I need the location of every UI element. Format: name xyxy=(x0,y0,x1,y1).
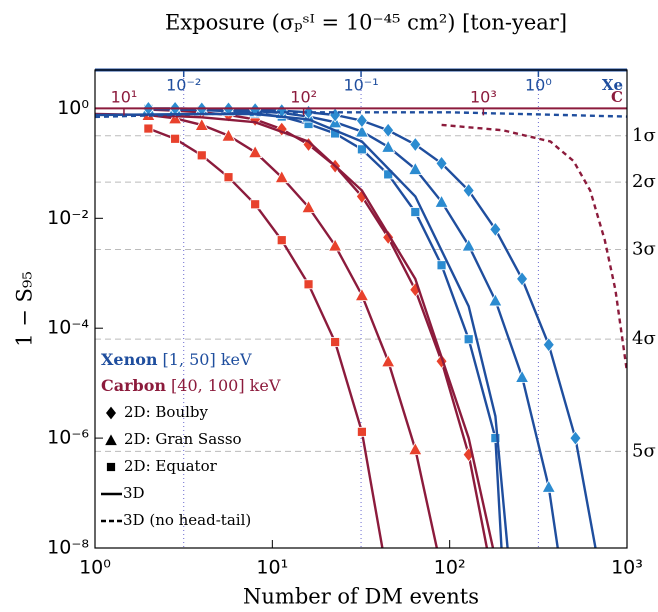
legend-label: 2D: Gran Sasso xyxy=(124,430,242,448)
y-tick-label: 10⁻² xyxy=(47,207,89,229)
dashed-curve xyxy=(441,123,627,373)
marker-triangle xyxy=(514,369,530,383)
top-tick-label: 10⁰ xyxy=(525,76,552,95)
x-tick-label: 10¹ xyxy=(256,557,288,579)
marker-diamond xyxy=(489,221,502,237)
marker-diamond xyxy=(462,182,475,199)
y-tick-label: 10⁻⁸ xyxy=(47,537,89,559)
marker-square xyxy=(170,133,181,144)
marker-square xyxy=(106,462,116,472)
marker-diamond xyxy=(490,585,501,599)
top-tick-label: 10² xyxy=(290,88,317,107)
marker-square xyxy=(330,337,341,347)
legend-target-name: Carbon xyxy=(101,376,166,395)
marker-triangle xyxy=(380,139,396,153)
marker-triangle xyxy=(554,558,567,570)
marker-triangle xyxy=(194,117,209,131)
x-axis-label: Number of DM events xyxy=(243,585,479,609)
top-tick-label: 10⁻² xyxy=(166,76,201,95)
marker-square xyxy=(490,433,501,444)
marker-diamond xyxy=(435,155,448,172)
marker-triangle xyxy=(274,169,289,184)
marker-triangle xyxy=(327,238,343,252)
marker-diamond xyxy=(516,271,529,287)
legend-label: 3D xyxy=(123,484,145,502)
marker-triangle xyxy=(434,194,449,208)
legend-label: 2D: Boulby xyxy=(124,403,209,421)
chart-title: Exposure (σₚˢᴵ = 10⁻⁴⁵ cm²) [ton-year] xyxy=(165,11,567,35)
y2-tick-label: 3σ xyxy=(632,239,656,260)
y-tick-label: 10⁻⁶ xyxy=(47,427,89,449)
marker-triangle xyxy=(380,353,396,368)
legend-label: 3D (no head-tail) xyxy=(123,511,251,529)
y-axis-label: 1 − S₉₅ xyxy=(13,271,37,347)
curve xyxy=(147,127,384,548)
marker-triangle xyxy=(221,128,236,142)
marker-diamond xyxy=(329,107,342,123)
marker-triangle xyxy=(461,238,476,252)
top-tick-label: 10⁻¹ xyxy=(343,76,378,95)
marker-triangle xyxy=(541,479,556,493)
marker-square xyxy=(143,123,154,134)
x-tick-label: 10⁰ xyxy=(79,557,111,579)
marker-triangle xyxy=(488,293,503,307)
marker-diamond xyxy=(382,122,395,138)
curve xyxy=(95,112,495,548)
legend-target-name: Xenon xyxy=(101,350,158,369)
x-tick-label: 10³ xyxy=(611,557,643,579)
curve xyxy=(95,112,509,548)
top-axis-name: Xe xyxy=(602,76,623,94)
marker-square xyxy=(196,150,207,161)
marker-square xyxy=(499,571,508,580)
y-tick-label: 10⁻⁴ xyxy=(47,317,89,339)
legend-target: Carbon [40, 100] keV xyxy=(101,376,281,395)
marker-triangle xyxy=(247,144,263,159)
marker-diamond xyxy=(104,405,118,421)
top-tick-label: 10¹ xyxy=(111,88,138,107)
marker-diamond xyxy=(382,229,395,246)
y2-tick-label: 4σ xyxy=(632,328,656,349)
marker-square xyxy=(276,235,287,246)
y2-tick-label: 2σ xyxy=(632,171,656,192)
curves xyxy=(95,100,627,599)
marker-diamond xyxy=(409,136,422,153)
marker-square xyxy=(357,144,367,155)
marker-square xyxy=(303,279,314,290)
marker-square xyxy=(463,334,474,345)
y2-tick-label: 5σ xyxy=(632,440,656,461)
legend-target: Xenon [1, 50] keV xyxy=(101,350,252,369)
curve xyxy=(148,107,503,548)
marker-triangle xyxy=(301,199,316,213)
marker-square xyxy=(410,207,421,217)
axes: 10⁰ 10¹ 10² 10³ 10⁰ 10⁻² 10⁻⁴ 10⁻⁶ 10⁻⁸ 1σ 2σ 3σ 4σ 5… xyxy=(47,68,656,579)
marker-square xyxy=(357,426,367,437)
marker-diamond xyxy=(594,563,605,577)
marker-triangle xyxy=(354,287,370,302)
legend-target-range: [40, 100] keV xyxy=(171,376,281,395)
marker-triangle xyxy=(408,161,423,175)
marker-diamond xyxy=(542,337,555,353)
marker-triangle xyxy=(103,432,119,446)
plot-frame xyxy=(94,69,628,549)
top-tick-label: 10³ xyxy=(470,88,497,107)
marker-triangle xyxy=(354,124,370,138)
marker-triangle xyxy=(408,441,423,456)
marker-diamond xyxy=(355,112,368,129)
curve xyxy=(148,113,439,548)
y2-tick-label: 1σ xyxy=(632,125,656,146)
legend-label: 2D: Equator xyxy=(124,457,218,475)
top-axis-name: C xyxy=(611,88,623,106)
dashed-curve xyxy=(95,111,627,119)
marker-square xyxy=(436,260,447,271)
x-tick-label: 10² xyxy=(434,557,466,579)
marker-square xyxy=(223,172,234,183)
marker-diamond xyxy=(569,430,582,446)
legend-target-range: [1, 50] keV xyxy=(163,350,252,369)
y-tick-label: 10⁰ xyxy=(57,97,89,119)
marker-square xyxy=(250,199,261,210)
